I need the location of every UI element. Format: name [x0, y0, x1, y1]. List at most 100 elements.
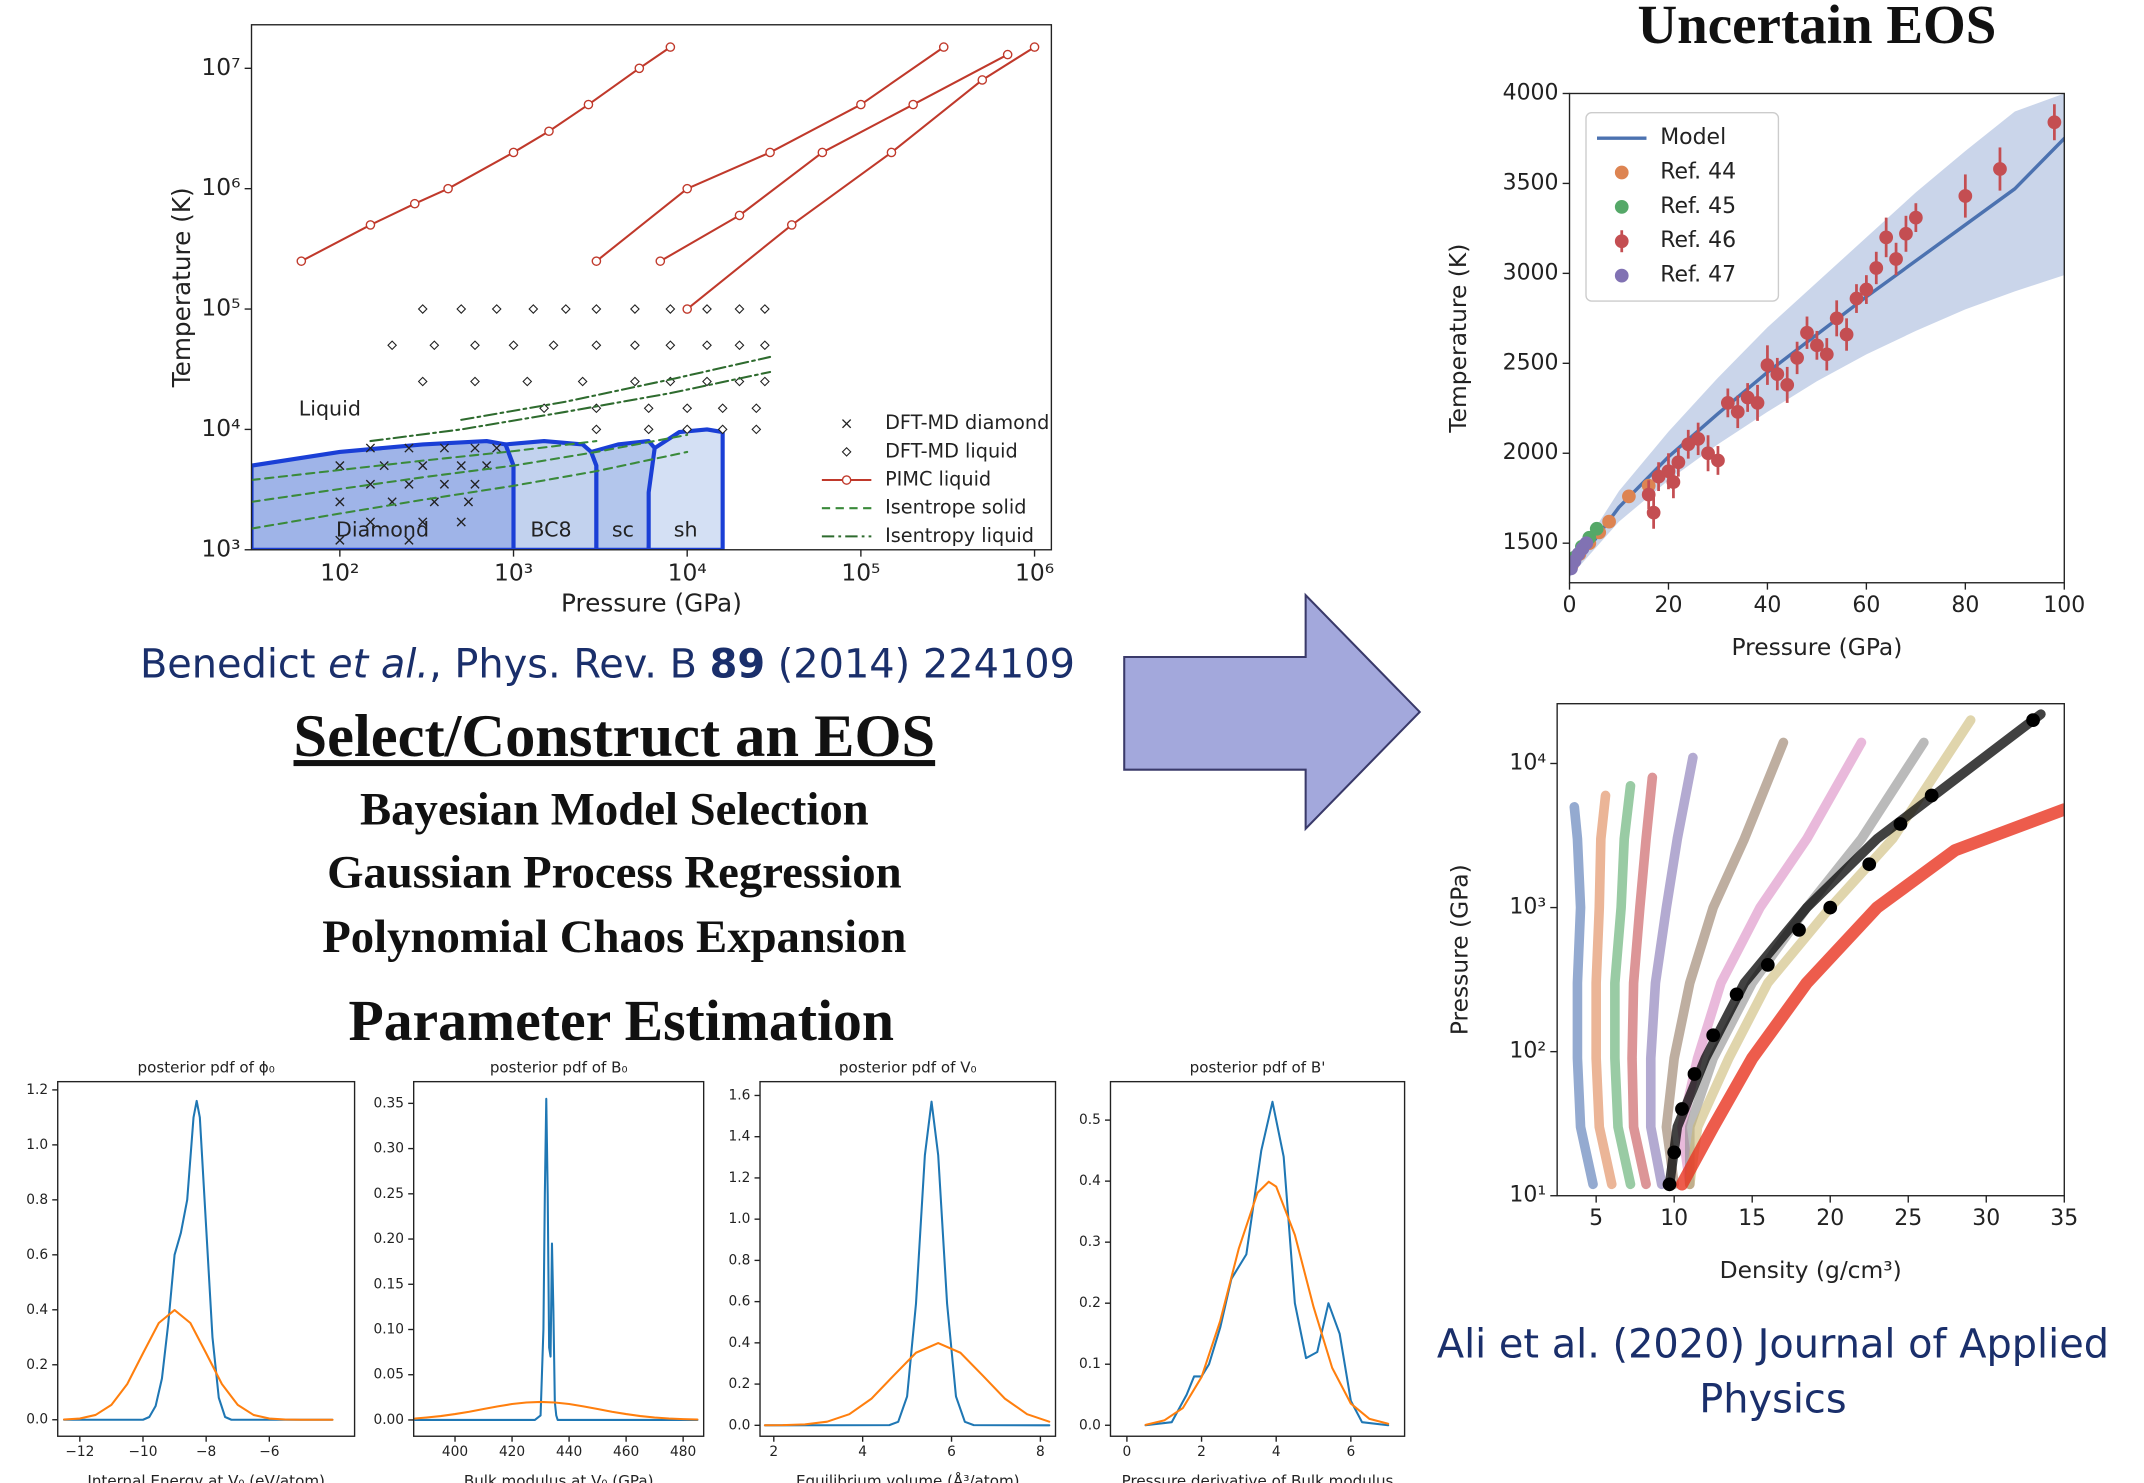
marker	[417, 376, 428, 387]
x-tick-label: 80	[1951, 593, 1979, 618]
marker	[1029, 42, 1040, 52]
citation-part: , Phys. Rev. B	[429, 641, 710, 687]
citation: Benedict et al., Phys. Rev. B 89 (2014) …	[140, 641, 1075, 687]
x-tick-label: 420	[499, 1444, 525, 1460]
marker	[1899, 226, 1913, 241]
y-tick-label: 10³	[201, 534, 240, 562]
plot-area	[1110, 1081, 1405, 1437]
x-tick-label: 10⁴	[668, 559, 707, 587]
marker	[577, 376, 588, 387]
marker	[1862, 857, 1877, 872]
marker	[1859, 282, 1874, 297]
marker	[591, 340, 602, 351]
chart: 0 2 4 6 0.0 0.1 0.2 0.3 0.4 0.5 Pressure derivativ…	[1079, 1058, 1406, 1483]
y-tick-label: 0.6	[729, 1294, 751, 1310]
marker	[456, 304, 467, 314]
x-tick-label: 460	[613, 1444, 639, 1460]
marker	[365, 443, 376, 453]
y-tick-label: 0.30	[373, 1141, 404, 1157]
legend-label: Model	[1660, 125, 1726, 150]
plot-area	[760, 1081, 1056, 1437]
marker	[682, 403, 693, 414]
y-axis-label: Pressure (GPa)	[1445, 864, 1473, 1035]
series-line	[1664, 709, 2046, 1190]
y-tick-label: 0.20	[373, 1231, 404, 1247]
legend-marker	[1614, 165, 1629, 180]
legend-label: Ref. 45	[1660, 194, 1736, 219]
y-tick-label: 2000	[1503, 440, 1559, 465]
marker	[548, 340, 559, 351]
series-line	[414, 1400, 699, 1421]
x-tick-label: 10⁶	[1015, 559, 1054, 587]
method-item: Bayesian Model Selection	[360, 783, 869, 835]
marker	[702, 376, 712, 387]
y-tick-label: 0.8	[729, 1252, 751, 1268]
marker	[522, 376, 533, 387]
legend-marker	[841, 475, 852, 485]
y-tick-label: 0.10	[373, 1322, 404, 1338]
marker	[977, 75, 988, 85]
marker	[630, 304, 640, 314]
y-tick-label: 0.4	[729, 1335, 751, 1351]
marker	[886, 147, 897, 158]
marker	[634, 63, 645, 74]
marker	[1790, 351, 1804, 365]
citation: Ali et al. (2020) Journal of Applied	[1437, 1321, 2109, 1367]
y-tick-label: 10⁵	[201, 294, 240, 322]
y-tick-label: 10⁴	[1509, 750, 1546, 775]
y-tick-label: 0.00	[373, 1412, 404, 1428]
y-tick-label: 0.8	[26, 1192, 48, 1208]
marker	[1729, 987, 1744, 1002]
marker	[492, 443, 502, 453]
y-tick-label: 1.2	[26, 1082, 48, 1098]
marker	[379, 461, 389, 471]
marker	[1002, 49, 1013, 60]
marker	[470, 340, 480, 351]
plot-background	[1110, 1081, 1405, 1437]
marker	[1666, 475, 1681, 489]
marker	[765, 147, 775, 158]
marker	[1879, 230, 1894, 245]
y-tick-label: 0.35	[373, 1095, 404, 1111]
marker	[404, 443, 414, 453]
x-tick-label: 4	[858, 1444, 867, 1460]
marker	[1691, 431, 1706, 446]
y-tick-label: 0.25	[373, 1186, 404, 1202]
marker	[1800, 325, 1814, 340]
series-line	[1569, 802, 1598, 1190]
plot-frame	[250, 24, 1053, 551]
series-line	[63, 1099, 334, 1421]
marker	[702, 340, 712, 351]
marker	[643, 403, 654, 414]
x-tick-label: 30	[1972, 1206, 2000, 1231]
plot-background	[413, 1081, 704, 1437]
y-tick-label: 0.15	[373, 1276, 404, 1292]
x-tick-label: 400	[442, 1444, 468, 1460]
series-line	[1675, 803, 2065, 1191]
y-tick-label: 4000	[1503, 80, 1559, 105]
marker	[335, 461, 345, 471]
marker	[1849, 291, 1864, 306]
x-tick-label: −10	[128, 1444, 157, 1460]
x-axis-label: Pressure (GPa)	[1731, 633, 1902, 661]
marker	[751, 403, 762, 414]
marker	[1760, 958, 1775, 972]
chart-title: posterior pdf of ϕ₀	[138, 1058, 275, 1076]
y-tick-label: 1.0	[729, 1211, 751, 1227]
plot-area	[1569, 93, 2065, 583]
marker	[1889, 252, 1903, 266]
legend-label: Ref. 46	[1660, 228, 1736, 253]
marker	[1730, 405, 1745, 419]
plot-area	[1557, 703, 2065, 1196]
marker	[1671, 455, 1686, 470]
legend-label: DFT-MD liquid	[885, 439, 1018, 462]
x-tick-label: −6	[259, 1444, 279, 1460]
legend-marker	[841, 419, 852, 429]
chart: 400 420 440 460 480 0.00 0.05 0.10 0.15 0.20 0.25 0…	[373, 1058, 705, 1483]
series-line	[1591, 790, 1617, 1190]
y-tick-label: 0.5	[1079, 1112, 1101, 1128]
marker	[443, 183, 453, 194]
plot-area	[57, 1081, 355, 1437]
annotation: Liquid	[299, 397, 361, 421]
